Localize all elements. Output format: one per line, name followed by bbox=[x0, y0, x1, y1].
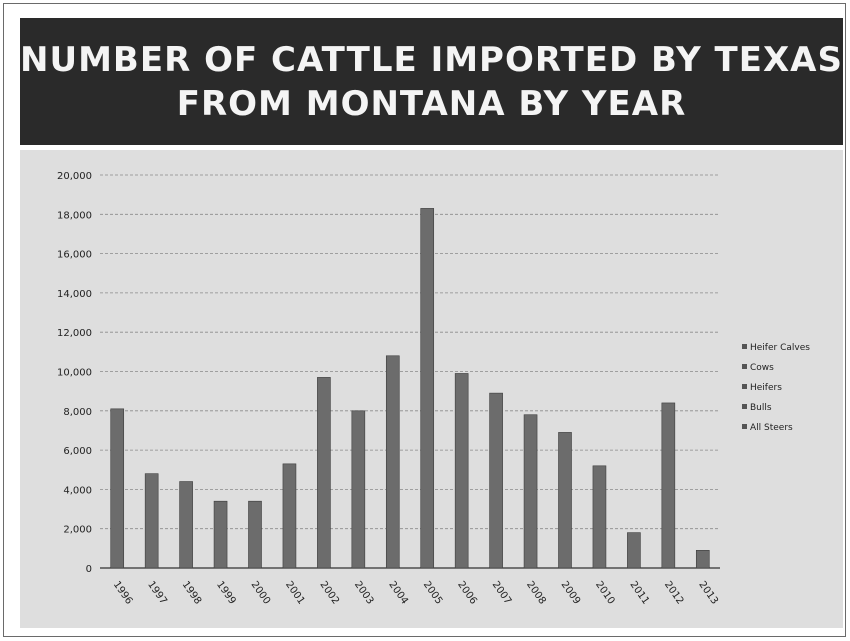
bar-2002 bbox=[317, 377, 331, 569]
x-tick-label: 2007 bbox=[490, 579, 514, 606]
legend-swatch bbox=[742, 404, 747, 409]
legend-entry: Cows bbox=[750, 363, 774, 373]
x-tick-label: 1997 bbox=[145, 579, 169, 606]
x-tick-label: 2013 bbox=[696, 579, 720, 606]
bar-2001 bbox=[282, 463, 297, 569]
x-tick-label: 2003 bbox=[352, 579, 376, 606]
y-tick-label: 4,000 bbox=[63, 485, 92, 496]
x-tick-label: 2009 bbox=[559, 579, 583, 606]
x-tick-label: 2012 bbox=[662, 579, 686, 606]
y-tick-labels: 0 2,000 4,000 6,000 8,000 10,000 12,000 14,000 1… bbox=[57, 171, 92, 575]
y-tick-label: 2,000 bbox=[63, 525, 92, 536]
x-tick-label: 2008 bbox=[524, 579, 548, 606]
x-tick-label: 2001 bbox=[283, 579, 307, 606]
bar-1997 bbox=[144, 473, 159, 569]
bar-2006 bbox=[454, 373, 469, 569]
bars-layer bbox=[110, 208, 710, 569]
x-tick-label: 2005 bbox=[421, 579, 445, 606]
x-tick-label: 2010 bbox=[593, 579, 617, 606]
y-tick-label: 14,000 bbox=[57, 289, 92, 300]
chart-title-banner: NUMBER OF CATTLE IMPORTED BY TEXAS FROM … bbox=[20, 18, 843, 145]
x-tick-label: 2006 bbox=[455, 579, 479, 606]
grid-layer bbox=[100, 174, 720, 569]
legend-swatch bbox=[742, 424, 747, 429]
bar-2003 bbox=[351, 410, 366, 569]
bar-2000 bbox=[248, 500, 262, 569]
x-tick-label: 1999 bbox=[214, 579, 238, 606]
bar-2007 bbox=[489, 392, 503, 569]
legend-swatch bbox=[742, 384, 747, 389]
bar-2011 bbox=[627, 532, 641, 569]
legend: Heifer Calves Cows Heifers Bulls All Steers bbox=[742, 343, 810, 433]
chart-title-line-1: NUMBER OF CATTLE IMPORTED BY TEXAS bbox=[20, 39, 843, 80]
legend-entry: All Steers bbox=[750, 423, 793, 433]
y-tick-label: 0 bbox=[86, 564, 92, 575]
bar-1999 bbox=[213, 500, 228, 569]
legend-entry: Heifers bbox=[750, 383, 782, 393]
bar-2010 bbox=[592, 465, 607, 569]
bar-2009 bbox=[558, 432, 572, 569]
x-tick-label: 2011 bbox=[627, 579, 651, 606]
y-tick-label: 16,000 bbox=[57, 250, 92, 261]
bar-1998 bbox=[179, 481, 193, 569]
legend-entry: Heifer Calves bbox=[750, 343, 810, 353]
x-tick-label: 2000 bbox=[249, 579, 273, 606]
bar-chart: 0 2,000 4,000 6,000 8,000 10,000 12,000 14,000 1… bbox=[57, 171, 810, 607]
x-tick-label: 2002 bbox=[317, 579, 341, 606]
y-tick-label: 8,000 bbox=[63, 407, 92, 418]
y-tick-label: 12,000 bbox=[57, 328, 92, 339]
chart-title-line-2: FROM MONTANA BY YEAR bbox=[176, 83, 687, 124]
bar-2005 bbox=[420, 208, 435, 569]
y-tick-label: 20,000 bbox=[57, 171, 92, 182]
bar-2004 bbox=[385, 355, 400, 569]
x-tick-label: 2004 bbox=[386, 579, 410, 606]
bar-1996 bbox=[110, 408, 125, 569]
y-tick-label: 10,000 bbox=[57, 368, 92, 379]
bar-2013 bbox=[695, 550, 710, 569]
bar-2012 bbox=[661, 402, 676, 569]
legend-entry: Bulls bbox=[750, 403, 772, 413]
y-tick-label: 18,000 bbox=[57, 210, 92, 221]
chart-panel: 0 2,000 4,000 6,000 8,000 10,000 12,000 14,000 1… bbox=[20, 150, 843, 628]
x-tick-label: 1998 bbox=[180, 579, 204, 606]
legend-swatch bbox=[742, 344, 747, 349]
y-tick-label: 6,000 bbox=[63, 446, 92, 457]
x-tick-labels: 1996 1997 1998 1999 2000 2001 2002 2003 2004 2005… bbox=[111, 579, 720, 606]
x-tick-label: 1996 bbox=[111, 579, 135, 606]
bar-2008 bbox=[523, 414, 538, 569]
legend-swatch bbox=[742, 364, 747, 369]
